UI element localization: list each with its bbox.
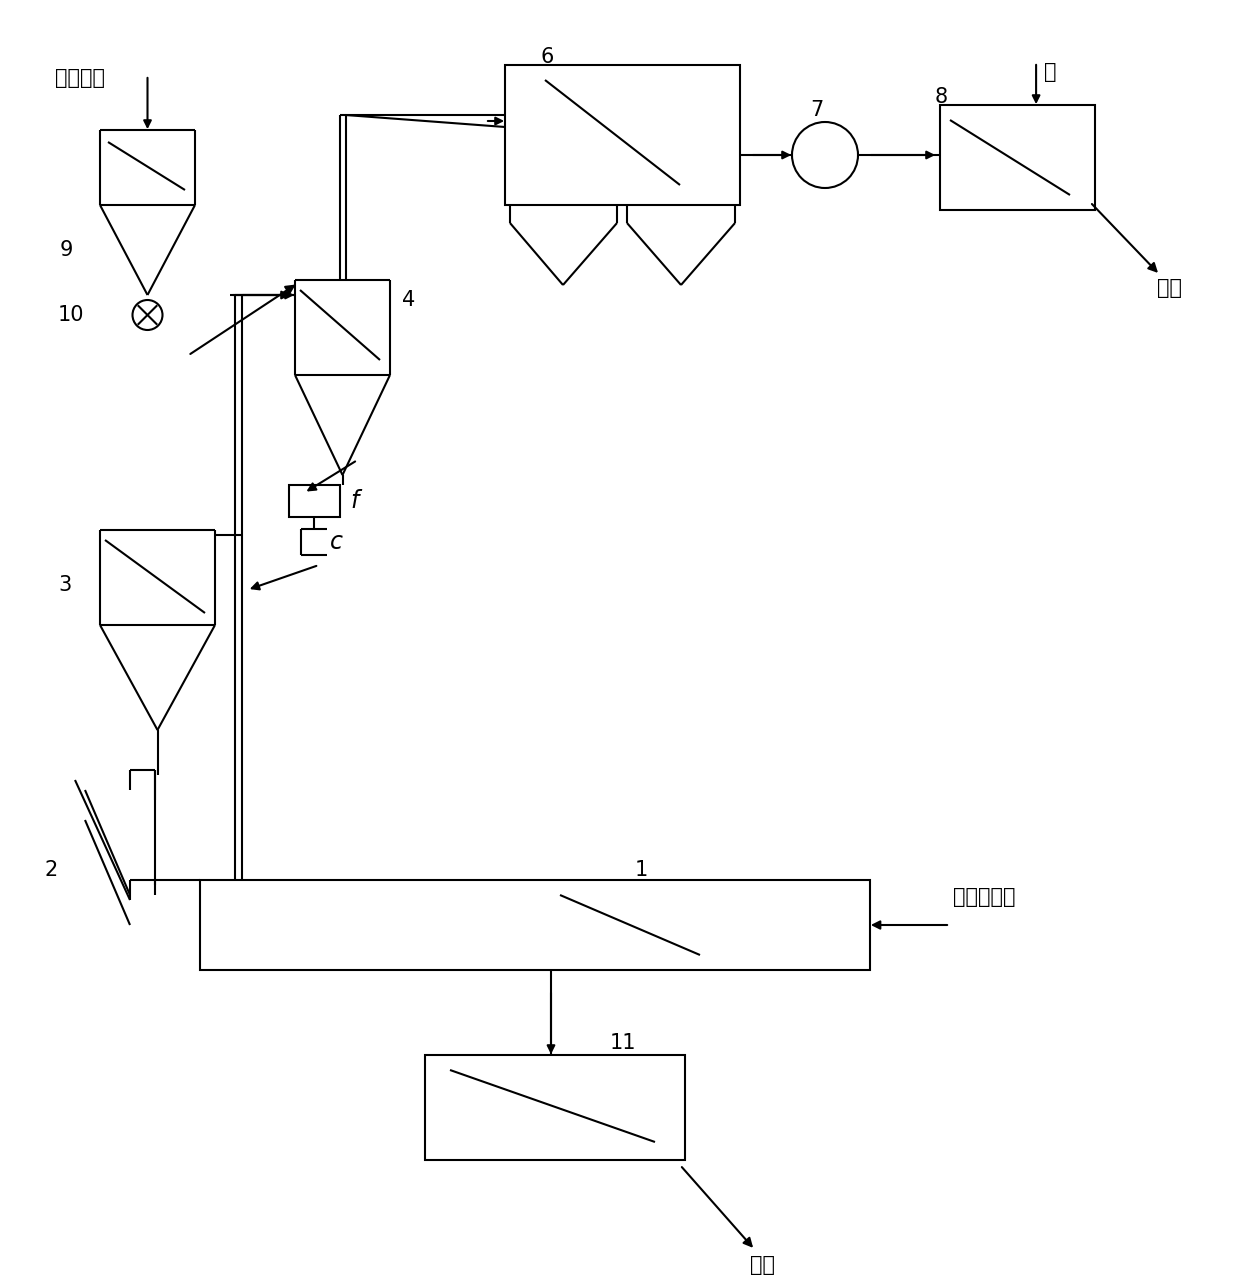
Bar	[289, 486, 340, 516]
Text: 石膏生料: 石膏生料	[55, 68, 105, 88]
Text: 硫酸: 硫酸	[1157, 278, 1182, 298]
Text: 7: 7	[810, 100, 823, 120]
Text: 水泥: 水泥	[750, 1255, 775, 1275]
Bar	[200, 880, 870, 970]
Text: 3: 3	[58, 574, 71, 595]
Text: 10: 10	[58, 305, 84, 325]
Text: 11: 11	[610, 1033, 636, 1054]
Text: 燃料、空气: 燃料、空气	[954, 887, 1016, 907]
Text: 9: 9	[60, 240, 73, 260]
Text: f: f	[350, 489, 358, 513]
Text: 6: 6	[539, 46, 553, 67]
Bar	[505, 64, 740, 205]
Text: 1: 1	[635, 860, 649, 880]
Bar	[940, 106, 1095, 210]
Text: 8: 8	[935, 88, 949, 107]
Text: 2: 2	[45, 860, 58, 880]
Bar	[425, 1055, 684, 1160]
Text: 水: 水	[1044, 62, 1056, 82]
Text: c: c	[330, 529, 343, 554]
Text: 4: 4	[402, 290, 415, 310]
